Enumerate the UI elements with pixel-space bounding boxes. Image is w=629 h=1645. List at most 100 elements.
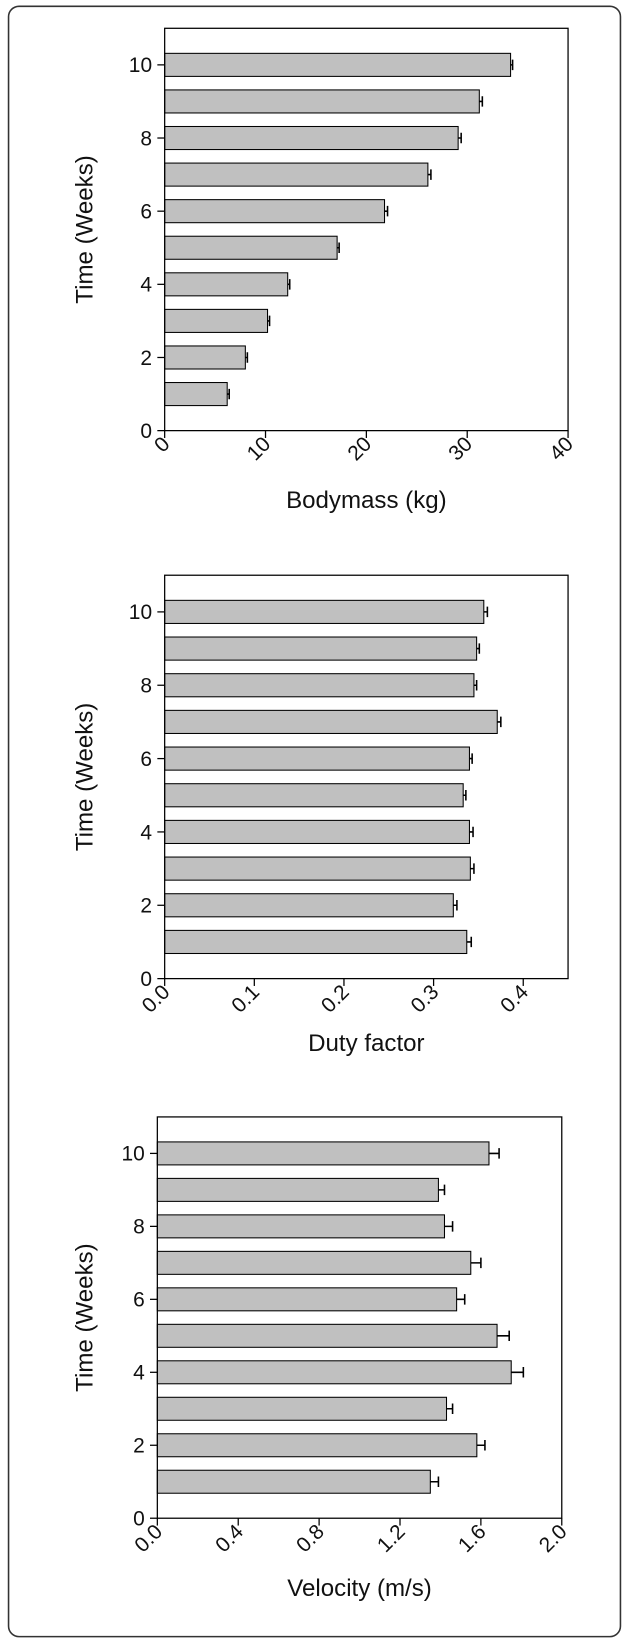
bar [164,235,338,260]
error-bar [469,753,473,764]
x-tick-label: 0.3 [407,981,444,1018]
error-bar [476,643,481,654]
plot-frame [164,574,569,980]
bar [156,1214,446,1239]
x-axis-label: Bodymass (kg) [286,487,447,514]
bar [164,382,228,407]
bar [156,1360,512,1385]
bar [164,819,470,845]
y-tick-label: 4 [140,274,152,297]
error-bar [463,790,467,801]
bar [164,272,289,297]
error-bar [479,96,484,107]
error-bar [483,606,489,618]
y-tick-label: 0 [140,420,152,443]
x-tick-label: 1.6 [454,1520,491,1557]
y-axis-label: Time (Weeks) [71,1243,98,1392]
bar [156,1141,490,1166]
bar [164,746,470,771]
y-tick-label: 10 [121,1143,144,1166]
bar [164,89,480,114]
y-tick-label: 4 [133,1362,145,1385]
x-tick-label: 0 [150,433,175,458]
error-bar [466,936,473,948]
y-tick-label: 8 [140,675,152,698]
bar [156,1469,431,1494]
bar [164,52,512,77]
x-tick-label: 20 [343,433,376,466]
bar [164,929,468,955]
bar [164,709,498,734]
error-bar [476,1440,486,1451]
x-tick-label: 30 [444,433,477,466]
y-tick-label: 10 [129,601,152,624]
error-bar [287,279,291,290]
bar [156,1250,472,1275]
error-bar [456,1294,466,1305]
y-tick-label: 0 [140,968,152,991]
bar [164,125,459,151]
bar [164,599,485,624]
error-bar [227,388,230,400]
y-tick-label: 4 [140,821,152,844]
y-tick-label: 2 [133,1435,145,1458]
figure-border [7,5,622,1638]
error-bar [473,680,478,691]
bar [164,199,386,224]
error-bar [488,1148,500,1159]
x-tick-label: 10 [243,433,276,466]
x-tick-label: 0.1 [227,981,264,1018]
x-tick-label: 0.8 [292,1520,329,1557]
y-tick-label: 6 [133,1289,145,1312]
y-tick-label: 2 [140,895,152,918]
y-tick-label: 8 [133,1216,145,1239]
error-bar [458,132,462,144]
error-bar [510,59,514,71]
error-bar [511,1367,525,1378]
error-bar [430,1476,440,1487]
error-bar [427,169,432,180]
x-tick-label: 40 [545,433,578,466]
plot-frame [164,27,569,432]
bar [164,856,471,881]
bar [164,783,464,808]
x-axis-label: Duty factor [308,1030,424,1057]
x-tick-label: 1.2 [373,1520,410,1557]
error-bar [453,900,458,911]
error-bar [337,242,340,253]
y-tick-label: 0 [133,1508,145,1531]
x-axis-label: Velocity (m/s) [287,1575,431,1602]
bar [156,1433,478,1458]
bar [164,162,429,187]
error-bar [470,1257,482,1269]
error-bar [438,1184,446,1196]
error-bar [497,1330,510,1342]
error-bar [497,716,502,728]
y-tick-label: 6 [140,748,152,771]
error-bar [470,863,475,874]
error-bar [469,826,474,838]
plot-frame [156,1116,563,1519]
y-tick-label: 10 [129,54,152,77]
error-bar [446,1403,454,1415]
bar [156,1287,458,1312]
error-bar [245,352,249,363]
x-tick-label: 0.4 [211,1520,248,1557]
bar [156,1396,448,1421]
bar [164,893,454,918]
error-bar [444,1221,454,1232]
bar [164,345,246,370]
bar [164,673,475,698]
error-bar [267,315,271,327]
y-axis-label: Time (Weeks) [71,703,98,852]
bar [164,308,269,333]
error-bar [384,205,389,217]
x-tick-label: 2.0 [535,1520,572,1557]
y-tick-label: 2 [140,347,152,370]
bar [164,636,478,661]
bar [156,1177,439,1202]
bar [156,1323,498,1348]
y-tick-label: 6 [140,201,152,224]
